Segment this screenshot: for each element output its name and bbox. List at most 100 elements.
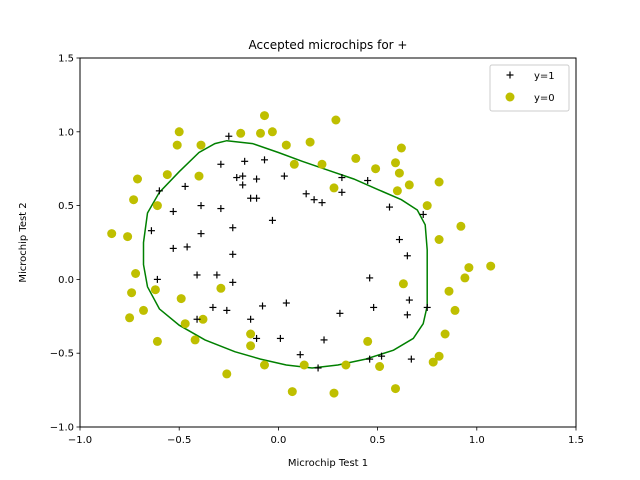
x-tick-label: 1.5 [568,435,584,446]
y0-point [174,127,184,137]
y0-point [131,269,141,278]
x-tick-label: −0.5 [167,435,191,446]
y0-point [123,232,133,242]
y0-point [216,283,226,293]
y1-point [338,188,346,196]
y0-point [450,305,460,315]
y0-point [351,153,361,163]
decision-boundary-line [142,139,428,369]
y0-point [198,314,208,324]
y0-point [260,360,269,370]
legend-circle-marker [505,92,515,102]
y-tick-label: 1.0 [58,127,74,138]
y-tick-label: 0.5 [58,201,74,212]
y0-point [391,384,400,394]
x-tick-label: 1.0 [469,435,485,446]
y0-point [246,341,256,351]
x-axis-ticks: −1.0 −0.5 0.0 0.5 1.0 1.5 [68,427,584,446]
y1-point [233,174,241,182]
y0-point [299,360,309,370]
y1-point [407,355,415,363]
y1-point [338,174,346,182]
y1-point [282,299,290,307]
y1-point [217,205,225,213]
y0-point [190,335,200,345]
y1-point [419,210,427,218]
y0-point [162,170,172,180]
y0-point [371,164,381,174]
y1-point [225,132,233,140]
y1-point [241,157,249,165]
y1-point [405,296,413,304]
y1-point [314,364,322,372]
y0-point [236,128,246,138]
y1-point [193,271,201,279]
y1-point [276,334,284,342]
y0-point [172,140,182,150]
y1-point [320,336,328,344]
y0-point [341,360,351,370]
legend-item-y0: y=0 [505,92,555,104]
y0-point [375,362,385,371]
y0-point [394,168,404,178]
y0-point [180,319,190,329]
legend-box [489,64,570,112]
decision-boundary-layer [142,139,428,369]
y1-point [261,156,269,164]
y1-point [366,274,374,282]
y0-point [331,115,341,125]
y1-point [197,202,205,210]
legend-label-y0: y=0 [534,93,555,104]
y0-point [222,369,232,379]
y0-point [391,158,400,168]
y1-point [280,172,288,180]
y0-point [434,235,444,244]
y0-point [363,336,373,346]
y1-point [386,203,394,211]
y0-point [256,128,265,138]
y1-point [310,196,318,204]
y0-point [125,313,135,323]
y1-point [229,250,237,258]
y0-point [428,357,438,367]
y1-point [268,216,276,224]
y1-point [423,303,431,311]
y0-point [267,127,277,137]
y1-point [253,194,261,202]
y0-point [139,305,148,315]
y0-point [329,388,339,398]
y0-point [246,329,256,339]
y0-point [152,336,162,346]
y1-point [229,278,237,286]
y0-point [464,263,474,273]
y1-point [213,271,221,279]
y1-point [147,227,155,235]
y0-point [460,273,470,283]
y0-point [194,171,204,181]
y1-point [366,355,374,363]
y0-point [392,186,402,196]
y1-point [197,230,205,238]
y-axis-ticks: −1.0 −0.5 0.0 0.5 1.0 1.5 [50,54,80,434]
x-tick-label: 0.0 [270,435,286,446]
y1-point [247,315,255,323]
y1-point [253,175,261,183]
y1-point [336,309,344,317]
y1-point [403,311,411,319]
y0-point [456,221,466,231]
y1-point [378,352,386,360]
axes-frame [79,57,577,428]
x-axis-title: Microchip Test 1 [288,458,368,469]
y0-point [440,329,450,339]
y0-point [287,387,297,397]
y1-point [318,199,326,207]
y1-point [253,334,261,342]
y1-point [403,252,411,260]
x-tick-label: −1.0 [68,435,92,446]
plot-area [79,57,577,428]
y0-point [150,285,160,295]
y1-point [153,275,161,283]
y-tick-label: −0.5 [50,349,74,360]
y1-point [296,351,304,359]
